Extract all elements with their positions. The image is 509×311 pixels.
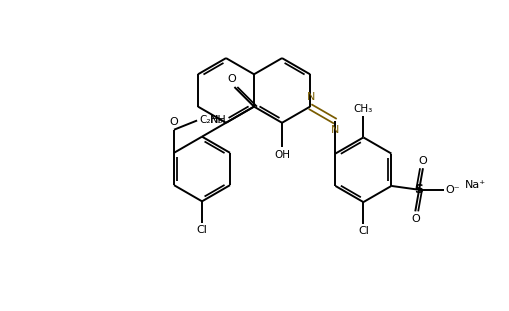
Text: S: S [415,183,423,196]
Text: Cl: Cl [358,226,369,236]
Text: N: N [306,92,315,102]
Text: NH: NH [210,115,227,125]
Text: O: O [411,214,419,224]
Text: O: O [418,156,428,166]
Text: Na⁺: Na⁺ [465,180,487,190]
Text: O: O [227,74,236,84]
Text: O: O [169,118,178,128]
Text: OH: OH [274,150,290,160]
Text: C₂H₅: C₂H₅ [200,115,223,125]
Text: N: N [330,125,339,135]
Text: O⁻: O⁻ [445,185,460,195]
Text: CH₃: CH₃ [354,104,373,114]
Text: Cl: Cl [196,225,208,235]
